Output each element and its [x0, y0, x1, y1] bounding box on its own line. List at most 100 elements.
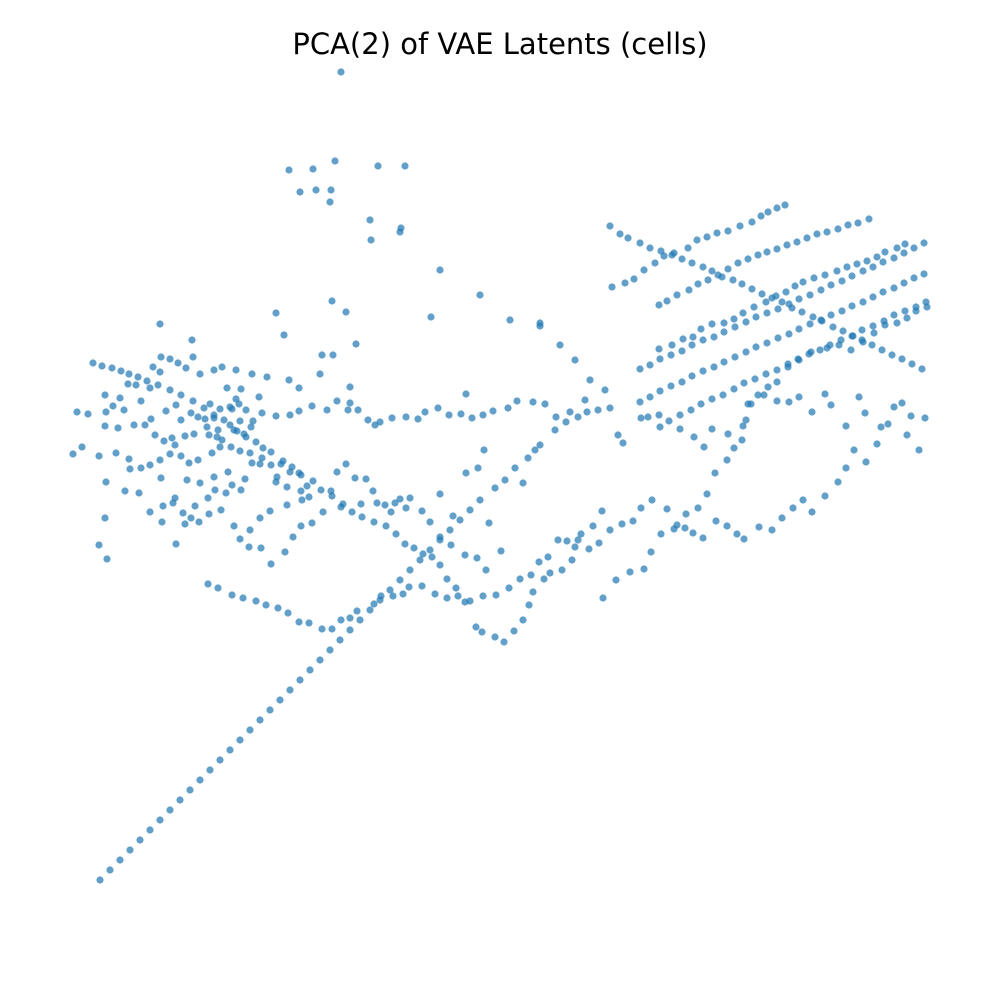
scatter-point	[768, 294, 776, 302]
scatter-point	[640, 266, 648, 274]
scatter-point	[500, 638, 508, 646]
scatter-point	[723, 522, 731, 530]
scatter-point	[189, 397, 197, 405]
scatter-point	[723, 456, 731, 464]
scatter-point	[827, 401, 835, 409]
scatter-point	[280, 331, 288, 339]
scatter-point	[738, 280, 746, 288]
scatter-point	[288, 463, 296, 471]
scatter-point	[718, 273, 726, 281]
scatter-point	[396, 495, 404, 503]
scatter-point	[739, 422, 747, 430]
scatter-point	[571, 356, 579, 364]
scatter-point	[817, 286, 825, 294]
scatter-point	[242, 406, 250, 414]
scatter-point	[734, 259, 742, 267]
scatter-point	[536, 441, 544, 449]
chart-title: PCA(2) of VAE Latents (cells)	[292, 27, 708, 61]
scatter-point	[126, 846, 134, 854]
scatter-point	[657, 530, 665, 538]
scatter-point	[431, 590, 439, 598]
scatter-point	[245, 543, 253, 551]
scatter-point	[504, 404, 512, 412]
scatter-point	[838, 277, 846, 285]
scatter-point	[920, 270, 928, 278]
scatter-point	[821, 492, 829, 500]
scatter-point	[724, 227, 732, 235]
scatter-point	[318, 625, 326, 633]
scatter-point	[742, 318, 750, 326]
scatter-point	[795, 295, 803, 303]
scatter-point	[606, 222, 614, 230]
scatter-point	[900, 279, 908, 287]
scatter-point	[206, 400, 214, 408]
scatter-point	[863, 257, 871, 265]
scatter-point	[907, 412, 915, 420]
scatter-point	[708, 267, 716, 275]
scatter-point	[773, 366, 781, 374]
scatter-point	[699, 336, 707, 344]
scatter-point	[402, 504, 410, 512]
scatter-point	[563, 537, 571, 545]
scatter-point	[284, 609, 292, 617]
scatter-point	[730, 385, 738, 393]
scatter-point	[289, 533, 297, 541]
scatter-point	[396, 576, 404, 584]
scatter-point	[750, 303, 758, 311]
scatter-point	[309, 165, 317, 173]
scatter-point	[833, 267, 841, 275]
scatter-point	[497, 547, 505, 555]
scatter-point	[174, 359, 182, 367]
scatter-point	[809, 313, 817, 321]
scatter-point	[352, 340, 360, 348]
scatter-point	[729, 276, 737, 284]
scatter-point	[755, 523, 763, 531]
scatter-point	[246, 449, 254, 457]
scatter-point	[236, 417, 244, 425]
scatter-point	[795, 325, 803, 333]
scatter-point	[713, 229, 721, 237]
scatter-point	[785, 330, 793, 338]
scatter-point	[724, 265, 732, 273]
scatter-point	[821, 390, 829, 398]
scatter-point	[296, 676, 304, 684]
scatter-point	[259, 444, 267, 452]
scatter-point	[333, 397, 341, 405]
scatter-point	[773, 204, 781, 212]
scatter-point	[676, 425, 684, 433]
scatter-point	[436, 490, 444, 498]
scatter-point	[239, 594, 247, 602]
scatter-point	[838, 307, 846, 315]
scatter-point	[730, 315, 738, 323]
scatter-point	[203, 423, 211, 431]
scatter-point	[601, 386, 609, 394]
scatter-point	[673, 291, 681, 299]
scatter-point	[98, 362, 106, 370]
scatter-point	[827, 311, 835, 319]
scatter-point	[810, 274, 818, 282]
scatter-point	[646, 244, 654, 252]
scatter-point	[703, 233, 711, 241]
scatter-point	[402, 413, 410, 421]
scatter-point	[84, 410, 92, 418]
scatter-point	[740, 535, 748, 543]
scatter-point	[663, 505, 671, 513]
scatter-point	[283, 483, 291, 491]
scatter-point	[376, 596, 384, 604]
scatter-point	[637, 504, 645, 512]
scatter-point	[757, 212, 765, 220]
scatter-point	[608, 283, 616, 291]
scatter-point	[323, 406, 331, 414]
scatter-point	[454, 592, 462, 600]
scatter-point	[764, 208, 772, 216]
scatter-point	[834, 478, 842, 486]
scatter-point	[626, 568, 634, 576]
scatter-point	[236, 447, 244, 455]
scatter-point	[618, 520, 626, 528]
scatter-point	[117, 367, 125, 375]
scatter-point	[125, 370, 133, 378]
scatter-point	[226, 421, 234, 429]
scatter-point	[704, 276, 712, 284]
scatter-point	[263, 373, 271, 381]
scatter-point	[868, 341, 876, 349]
